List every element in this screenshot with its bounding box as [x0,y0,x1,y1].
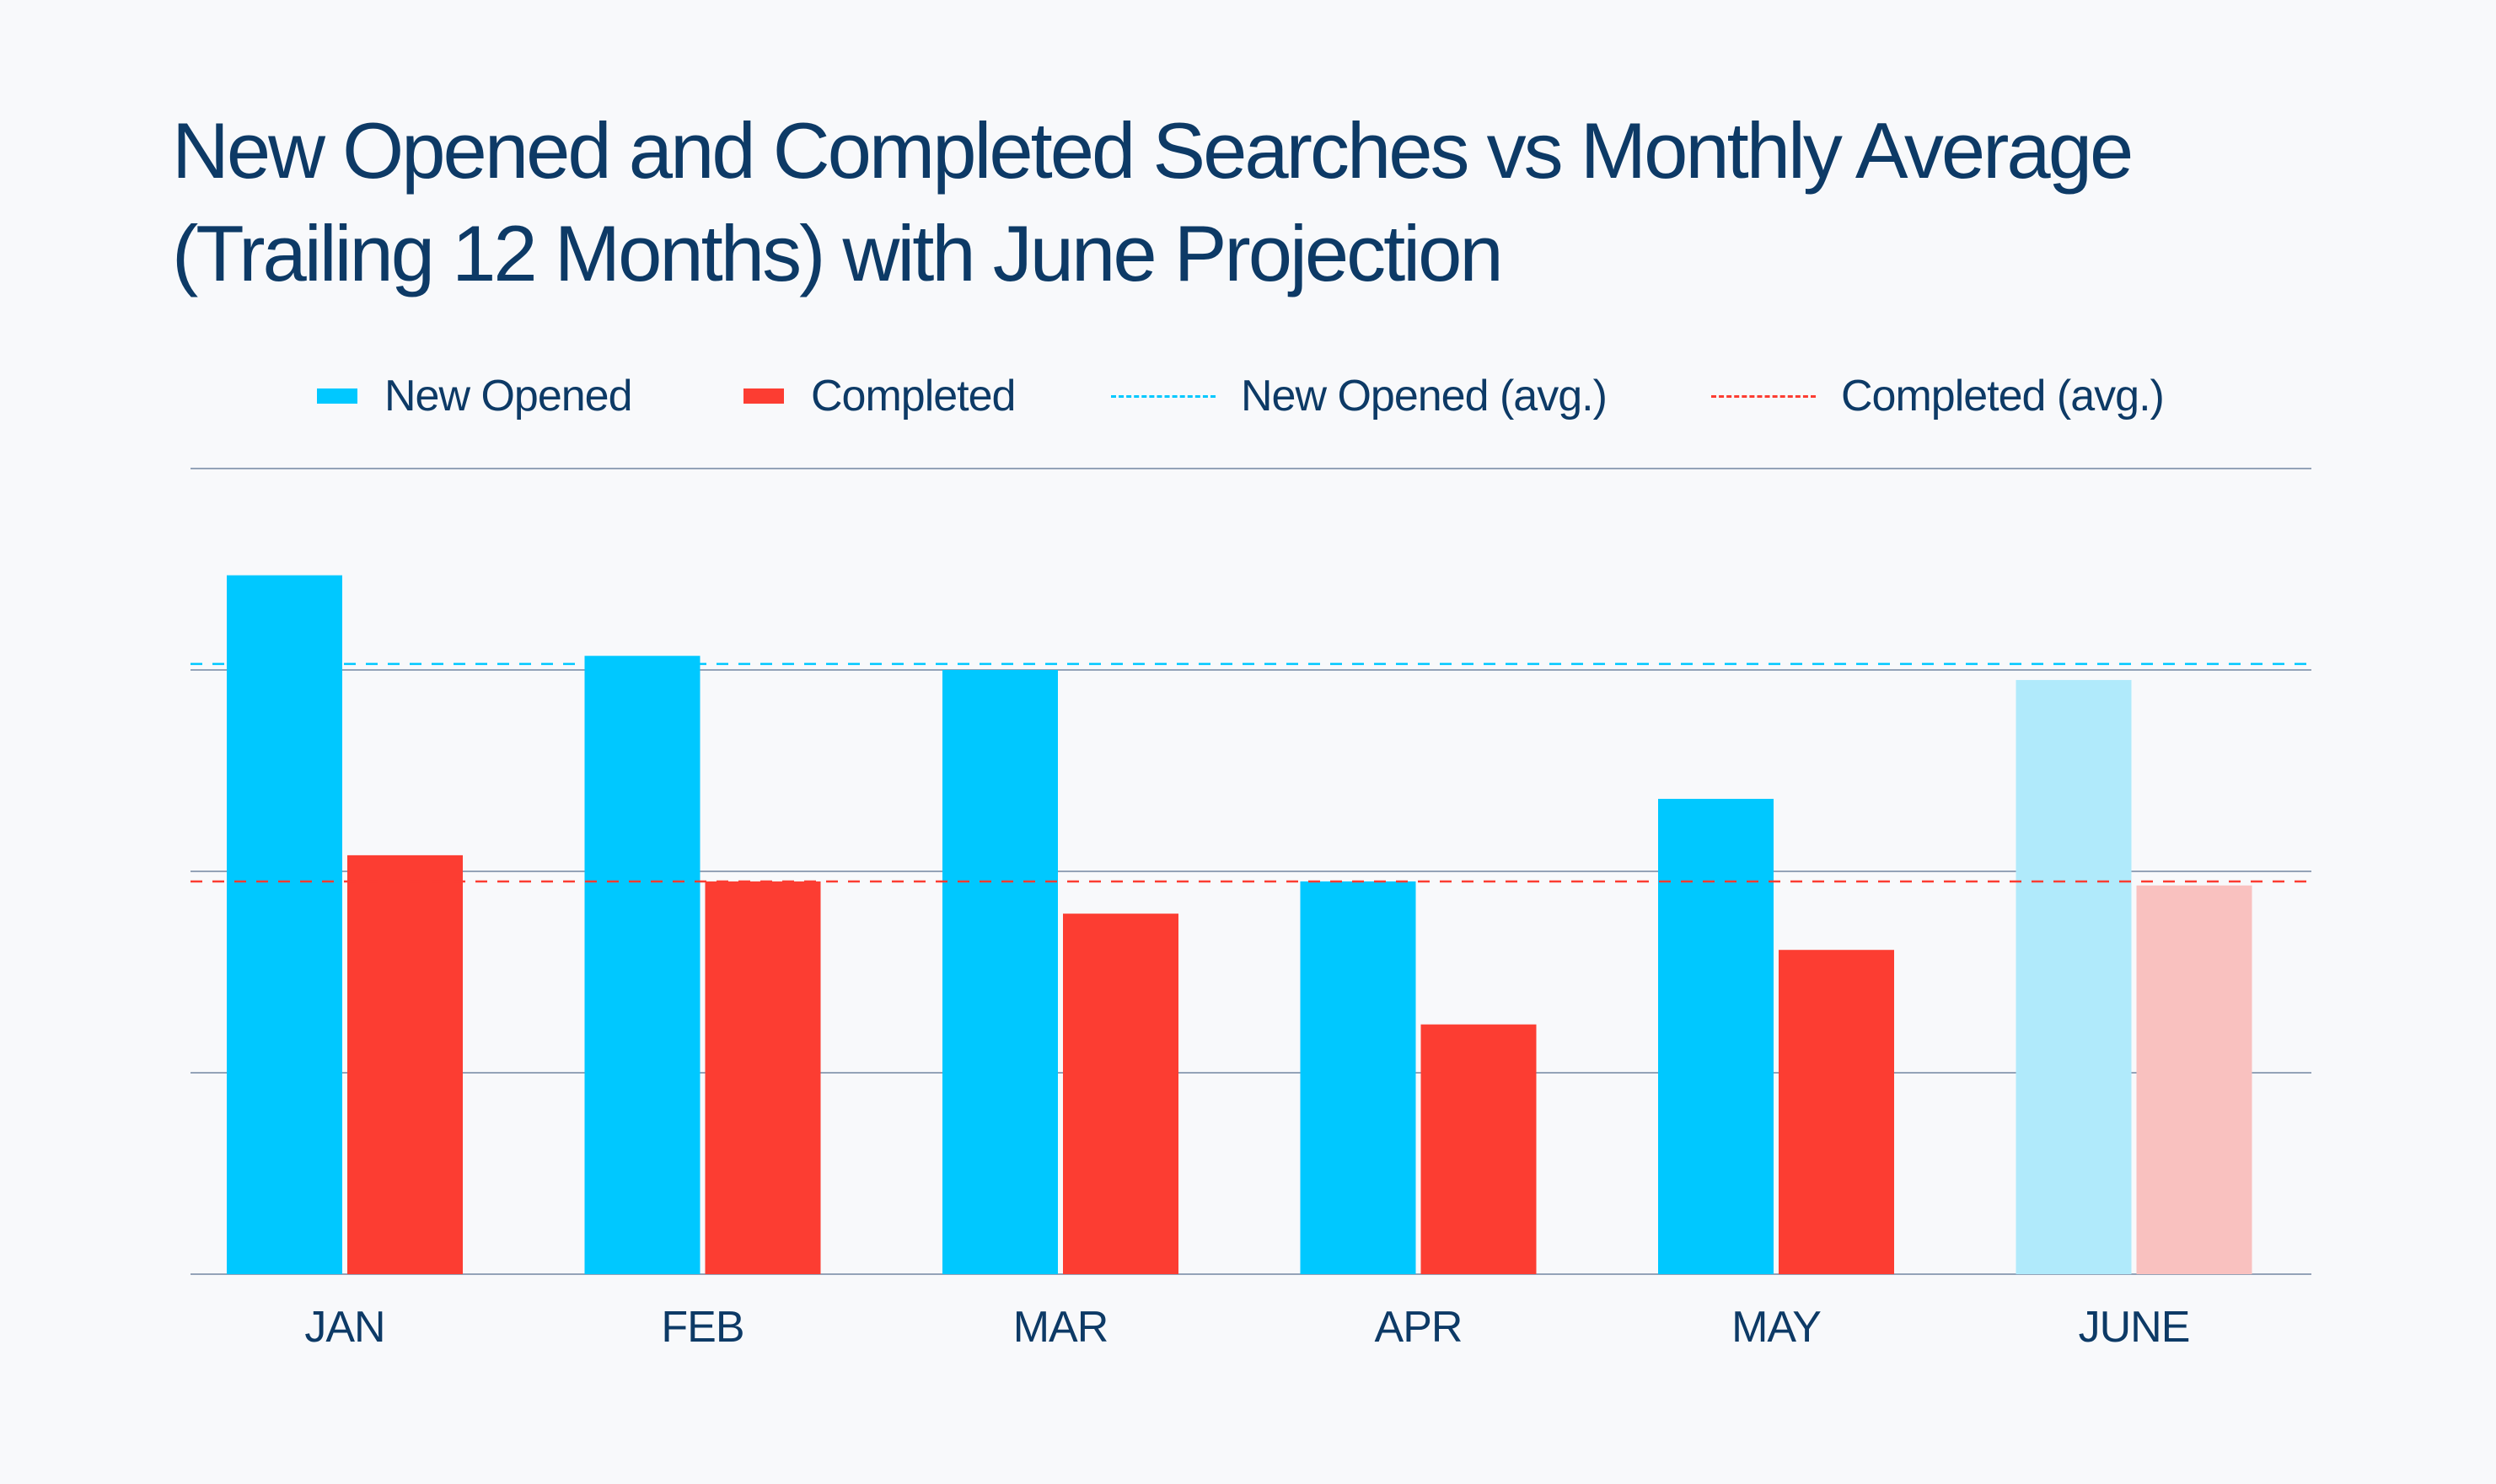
legend-swatch-completed [743,388,784,404]
legend-swatch-completed-avg [1711,394,1816,398]
x-tick-label: MAR [1013,1303,1108,1352]
bar-new-opened [1658,798,1774,1274]
x-tick-label: JUNE [2079,1303,2190,1352]
bar-new-opened [227,575,342,1274]
legend-swatch-new-opened [317,388,357,404]
legend-item-new-opened: New Opened [317,362,633,430]
bar-completed [1420,1024,1537,1274]
bar-new-opened [1300,881,1416,1274]
legend-label-completed-avg: Completed (avg.) [1841,372,2165,421]
x-tick-label: FEB [661,1303,743,1352]
bar-completed [1779,950,1894,1274]
bar-new-opened [584,656,700,1274]
bar-completed [1063,913,1178,1274]
legend-item-completed-avg: Completed (avg.) [1711,362,2165,430]
x-tick-label: JAN [304,1303,384,1352]
chart-title: New Opened and Completed Searches vs Mon… [172,99,2364,305]
chart-title-line-2: (Trailing 12 Months) with June Projectio… [172,209,1504,297]
legend-swatch-new-opened-avg [1111,394,1216,398]
bar-completed [347,855,463,1274]
x-tick-label: APR [1375,1303,1463,1352]
legend-item-new-opened-avg: New Opened (avg.) [1111,362,1608,430]
chart-title-line-1: New Opened and Completed Searches vs Mon… [172,106,2134,195]
bar-new-opened [2016,679,2132,1274]
legend-label-new-opened-avg: New Opened (avg.) [1241,372,1608,421]
bar-completed [2136,885,2252,1274]
legend-item-completed: Completed [743,362,1016,430]
legend-label-new-opened: New Opened [384,372,633,421]
chart-legend: New Opened Completed New Opened (avg.) C… [0,362,2496,430]
bar-completed [705,881,821,1274]
legend-label-completed: Completed [811,372,1016,421]
bar-new-opened [942,670,1058,1274]
x-tick-label: MAY [1731,1303,1821,1352]
